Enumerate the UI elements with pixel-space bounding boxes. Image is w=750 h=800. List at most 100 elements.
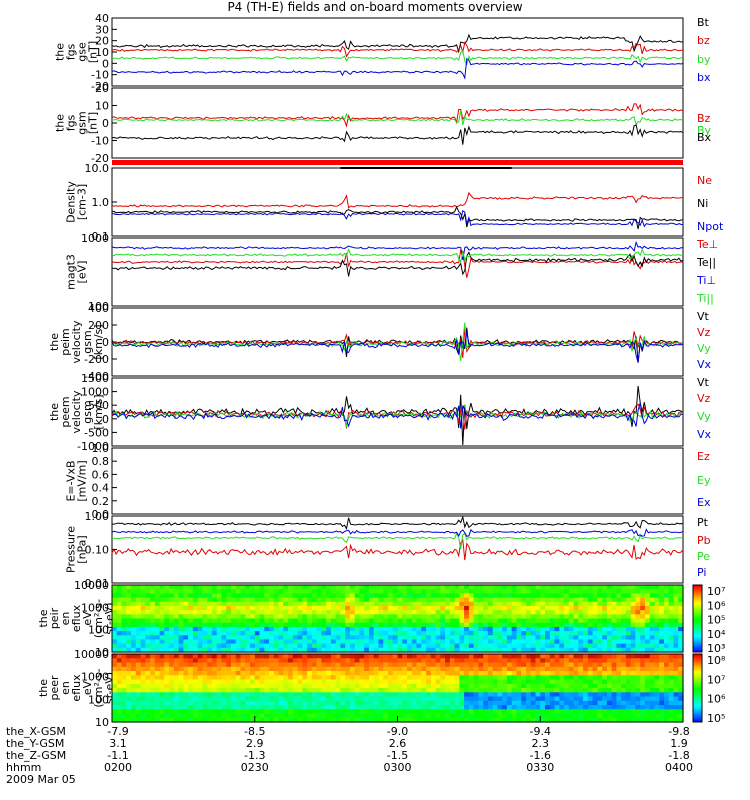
spectrogram-cell (454, 605, 460, 611)
spectrogram-cell (178, 692, 184, 698)
spectrogram-cell (116, 679, 123, 685)
spectrogram-cell (197, 713, 204, 719)
spectrogram-cell (464, 666, 470, 672)
spectrogram-cell (197, 654, 204, 659)
spectrogram-cell (112, 700, 118, 706)
colorbar-segment (693, 585, 702, 588)
spectrogram-cell (292, 601, 299, 607)
spectrogram-cell (511, 647, 518, 653)
spectrogram-cell (459, 705, 465, 710)
spectrogram-cell (378, 658, 384, 664)
spectrogram-cell (611, 713, 617, 719)
spectrogram-cell (321, 626, 327, 632)
spectrogram-cell (121, 597, 127, 603)
spectrogram-cell (364, 622, 370, 628)
spectrogram-cell (116, 658, 123, 664)
spectrogram-cell (478, 639, 484, 645)
spectrogram-cell (112, 713, 118, 719)
spectrogram-cell (640, 671, 646, 676)
spectrogram-cell (335, 601, 341, 607)
spectrogram-cell (578, 614, 584, 620)
spectrogram-cell (226, 688, 232, 693)
spectrogram-cell (392, 610, 399, 615)
spectrogram-cell (640, 597, 646, 603)
spectrogram-cell (407, 601, 413, 607)
spectrogram-cell (530, 679, 537, 685)
spectrogram-cell (654, 593, 660, 599)
spectrogram-cell (145, 671, 151, 676)
spectrogram-cell (568, 679, 575, 685)
spectrogram-cell (568, 618, 575, 624)
spectrogram-cell (606, 605, 613, 611)
colorbar-label: 10⁴ (707, 628, 726, 641)
spectrogram-cell (226, 593, 232, 599)
spectrogram-cell (173, 658, 180, 664)
y-tick-label: 0.8 (92, 455, 110, 468)
spectrogram-cell (407, 589, 413, 594)
spectrogram-cell (583, 658, 589, 664)
spectrogram-cell (511, 610, 518, 615)
spectrogram-cell (640, 589, 646, 594)
spectrogram-cell (269, 639, 275, 645)
spectrogram-cell (473, 631, 479, 636)
colorbar-segment (693, 656, 702, 660)
spectrogram-cell (250, 614, 256, 620)
spectrogram-cell (449, 639, 456, 645)
spectrogram-cell (250, 622, 256, 628)
spectrogram-cell (649, 622, 656, 628)
spectrogram-cell (430, 593, 437, 599)
spectrogram-cell (454, 639, 460, 645)
spectrogram-cell (621, 679, 627, 685)
spectrogram-cell (640, 643, 646, 649)
spectrogram-cell (554, 605, 560, 611)
spectrogram-cell (173, 696, 180, 702)
colorbar-segment (693, 618, 702, 622)
spectrogram-cell (654, 709, 660, 715)
spectrogram-cell (616, 643, 622, 649)
spectrogram-cell (235, 631, 242, 636)
spectrogram-cell (131, 605, 137, 611)
spectrogram-cell (573, 700, 579, 706)
spectrogram-cell (402, 618, 408, 624)
spectrogram-cell (573, 654, 579, 659)
spectrogram-cell (340, 717, 346, 723)
spectrogram-cell (625, 614, 632, 620)
spectrogram-cell (135, 658, 142, 664)
spectrogram-cell (235, 666, 242, 672)
spectrogram-cell (506, 585, 513, 590)
spectrogram-cell (411, 654, 418, 659)
spectrogram-cell (164, 666, 170, 672)
spectrogram-cell (311, 717, 318, 723)
spectrogram-cell (578, 605, 584, 611)
spectrogram-cell (183, 626, 189, 632)
spectrogram-cell (468, 662, 475, 668)
spectrogram-cell (131, 696, 137, 702)
spectrogram-cell (369, 631, 375, 636)
spectrogram-cell (240, 654, 246, 659)
spectrogram-cell (430, 662, 437, 668)
spectrogram-cell (221, 647, 227, 653)
spectrogram-cell (164, 713, 170, 719)
spectrogram-cell (297, 658, 303, 664)
spectrogram-cell (245, 635, 251, 641)
spectrogram-cell (554, 671, 560, 676)
spectrogram-cell (454, 700, 460, 706)
spectrogram-cell (373, 658, 380, 664)
spectrogram-cell (430, 639, 437, 645)
spectrogram-cell (402, 593, 408, 599)
spectrogram-cell (254, 717, 261, 723)
spectrogram-cell (407, 585, 413, 590)
spectrogram-cell (307, 643, 313, 649)
y-tick-label: 10 (95, 100, 109, 113)
y-tick-label: 500 (88, 399, 109, 412)
spectrogram-cell (359, 705, 365, 710)
spectrogram-cell (564, 662, 570, 668)
spectrogram-cell (302, 597, 308, 603)
spectrogram-cell (554, 713, 560, 719)
spectrogram-cell (259, 658, 265, 664)
spectrogram-cell (164, 662, 170, 668)
spectrogram-cell (678, 700, 684, 706)
spectrogram-cell (297, 631, 303, 636)
colorbar-segment (693, 694, 702, 698)
spectrogram-cell (269, 666, 275, 672)
